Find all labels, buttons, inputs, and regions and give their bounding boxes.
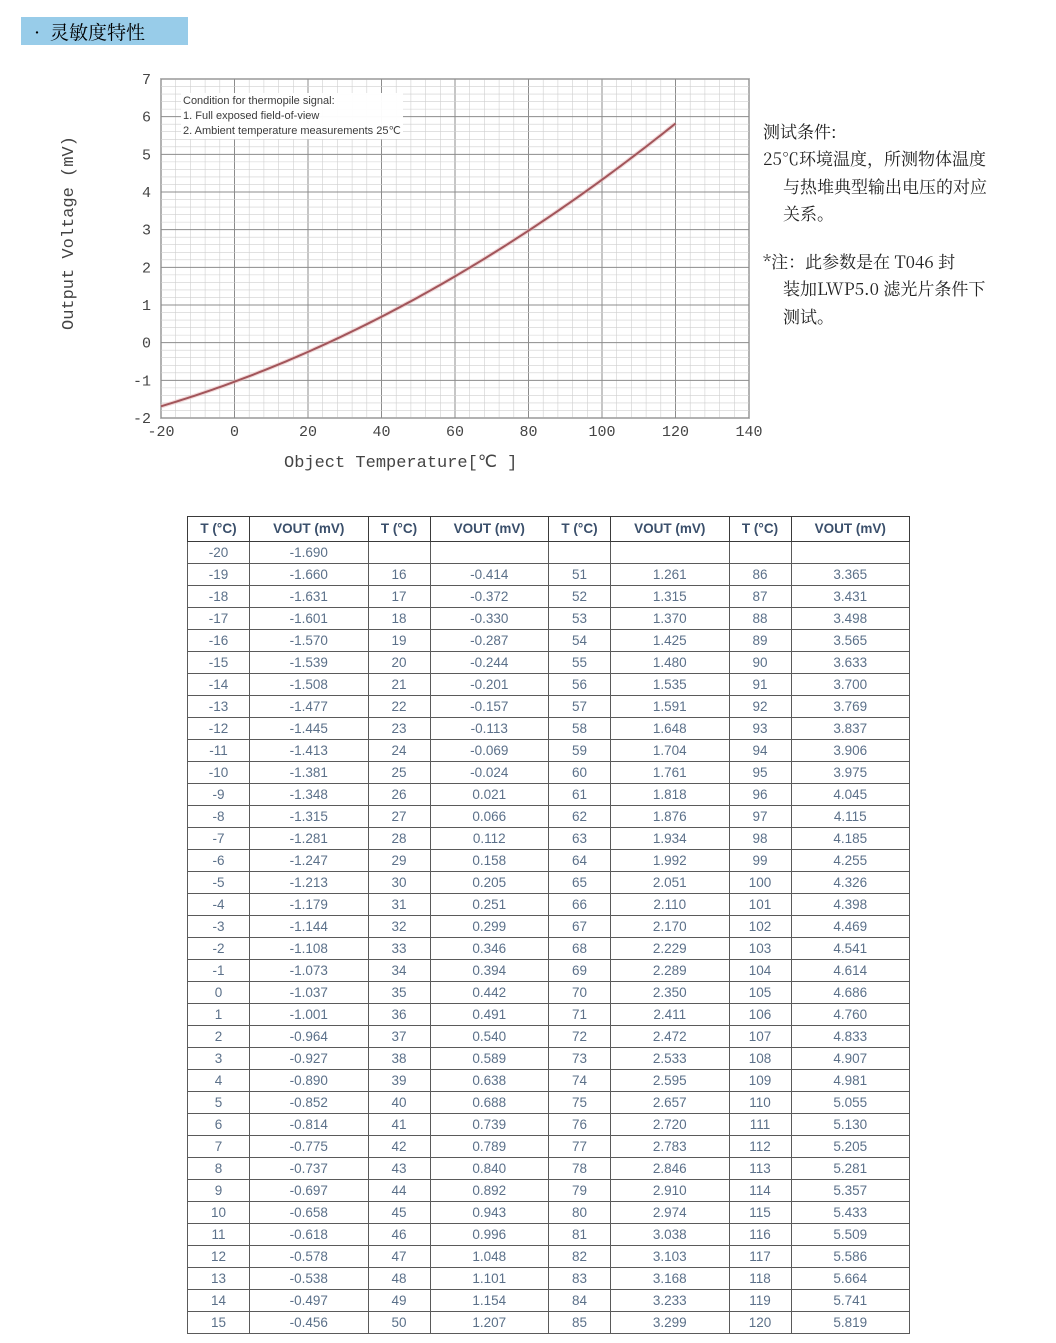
svg-text:20: 20 — [299, 424, 317, 441]
svg-text:40: 40 — [372, 424, 390, 441]
svg-text:0: 0 — [142, 336, 151, 353]
svg-text:4: 4 — [142, 185, 151, 202]
svg-text:3: 3 — [142, 223, 151, 240]
svg-text:60: 60 — [446, 424, 464, 441]
svg-text:140: 140 — [735, 424, 762, 441]
svg-text:5: 5 — [142, 147, 151, 164]
svg-text:-1: -1 — [133, 373, 151, 390]
svg-text:120: 120 — [662, 424, 689, 441]
svg-text:0: 0 — [230, 424, 239, 441]
svg-text:6: 6 — [142, 110, 151, 127]
svg-text:-20: -20 — [147, 424, 174, 441]
svg-text:1: 1 — [142, 298, 151, 315]
svg-text:80: 80 — [519, 424, 537, 441]
svg-text:-2: -2 — [133, 411, 151, 428]
svg-text:7: 7 — [142, 72, 151, 89]
svg-text:100: 100 — [588, 424, 615, 441]
svg-text:2: 2 — [142, 260, 151, 277]
